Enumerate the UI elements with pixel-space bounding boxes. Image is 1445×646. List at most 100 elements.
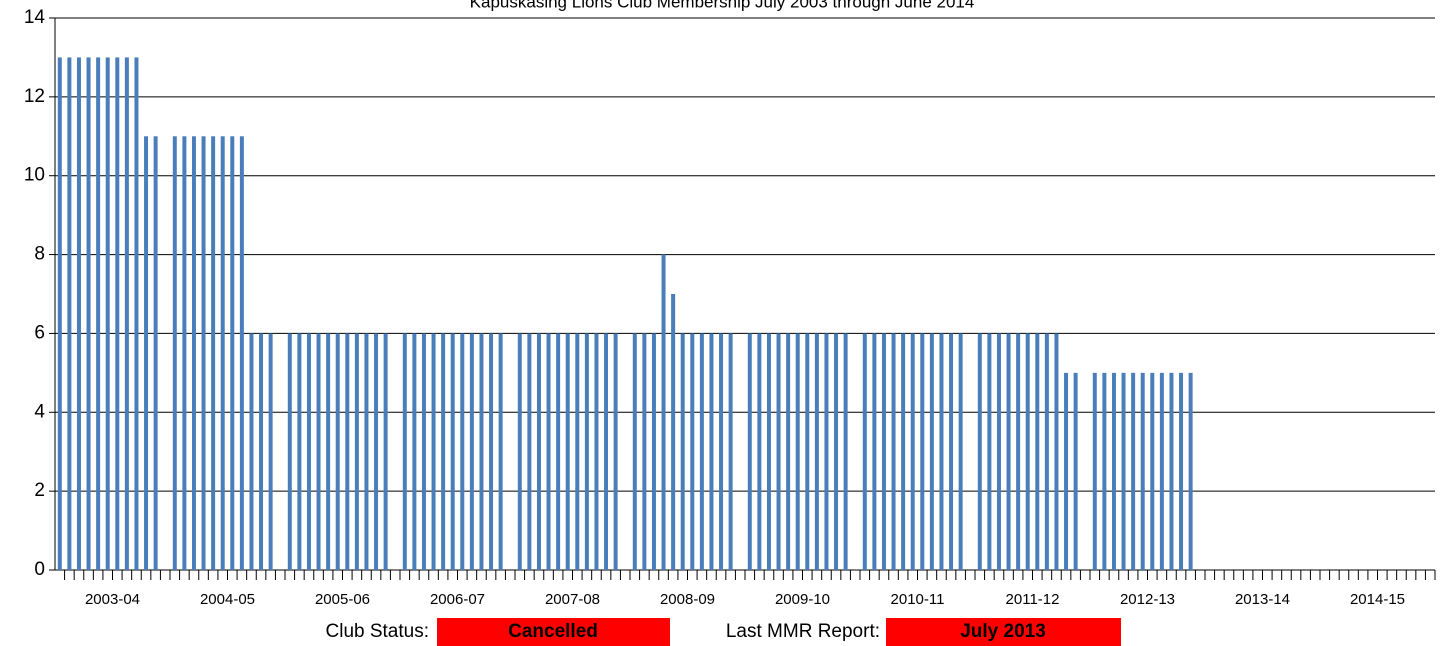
bar <box>872 333 877 570</box>
bar <box>709 333 714 570</box>
bar <box>115 57 120 570</box>
bar <box>153 136 158 571</box>
bar <box>316 333 321 570</box>
bar <box>431 333 436 570</box>
bar <box>345 333 350 570</box>
y-tick-label: 8 <box>34 244 45 265</box>
bar <box>1073 372 1078 570</box>
report-box <box>886 618 1121 646</box>
bar <box>651 333 656 570</box>
bar <box>776 333 781 570</box>
status-box <box>437 618 670 646</box>
bar <box>565 333 570 570</box>
bar <box>719 333 724 570</box>
bar <box>613 333 618 570</box>
bar <box>306 333 311 570</box>
bar <box>1188 372 1193 570</box>
bar <box>67 57 72 570</box>
bar <box>901 333 906 570</box>
bar <box>1025 333 1030 570</box>
bar <box>1159 372 1164 570</box>
bar <box>191 136 196 571</box>
bar <box>920 333 925 570</box>
bar <box>268 333 273 570</box>
bar <box>594 333 599 570</box>
bar <box>795 333 800 570</box>
bar <box>1179 372 1184 570</box>
bar <box>1064 372 1069 570</box>
bar <box>1102 372 1107 570</box>
bar <box>891 333 896 570</box>
x-tick-label: 2014-15 <box>1350 591 1405 608</box>
bar <box>1131 372 1136 570</box>
bar <box>220 136 225 571</box>
bar <box>479 333 484 570</box>
bar <box>805 333 810 570</box>
bar <box>949 333 954 570</box>
bar <box>604 333 609 570</box>
bar <box>824 333 829 570</box>
bar <box>86 57 91 570</box>
y-tick-label: 6 <box>34 322 45 343</box>
bar <box>1111 372 1116 570</box>
bar <box>239 136 244 571</box>
x-tick-label: 2007-08 <box>545 591 600 608</box>
y-tick-label: 2 <box>34 480 45 501</box>
bar <box>987 333 992 570</box>
bar <box>1054 333 1059 570</box>
x-tick-label: 2012-13 <box>1120 591 1175 608</box>
bar <box>335 333 340 570</box>
bar <box>460 333 465 570</box>
report-label: Last MMR Report: <box>726 621 880 642</box>
x-tick-label: 2005-06 <box>315 591 370 608</box>
bar <box>364 333 369 570</box>
bar <box>249 333 254 570</box>
bar <box>469 333 474 570</box>
bar <box>498 333 503 570</box>
bar <box>929 333 934 570</box>
bar <box>546 333 551 570</box>
bar <box>354 333 359 570</box>
bar <box>843 333 848 570</box>
bar <box>757 333 762 570</box>
bar <box>642 333 647 570</box>
bar <box>412 333 417 570</box>
bar <box>1092 372 1097 570</box>
bar <box>527 333 532 570</box>
bar <box>230 136 235 571</box>
bar <box>182 136 187 571</box>
bar <box>1169 372 1174 570</box>
bar <box>105 57 110 570</box>
bar <box>374 333 379 570</box>
bar <box>977 333 982 570</box>
bar <box>441 333 446 570</box>
bar <box>489 333 494 570</box>
bar <box>144 136 149 571</box>
bar <box>383 333 388 570</box>
bar <box>1035 333 1040 570</box>
bar <box>172 136 177 571</box>
bar <box>690 333 695 570</box>
x-tick-label: 2010-11 <box>891 591 945 608</box>
bar <box>450 333 455 570</box>
bar <box>699 333 704 570</box>
bar <box>259 333 264 570</box>
bar <box>834 333 839 570</box>
bar <box>747 333 752 570</box>
bar <box>862 333 867 570</box>
bar <box>671 294 676 570</box>
x-tick-label: 2009-10 <box>775 591 830 608</box>
bar <box>124 57 129 570</box>
bar <box>996 333 1001 570</box>
bar <box>958 333 963 570</box>
bar <box>421 333 426 570</box>
bar <box>680 333 685 570</box>
bar <box>211 136 216 571</box>
x-tick-label: 2006-07 <box>430 591 485 608</box>
bar <box>1016 333 1021 570</box>
bar <box>786 333 791 570</box>
x-tick-label: 2003-04 <box>85 591 140 608</box>
bar <box>910 333 915 570</box>
bar <box>96 57 101 570</box>
